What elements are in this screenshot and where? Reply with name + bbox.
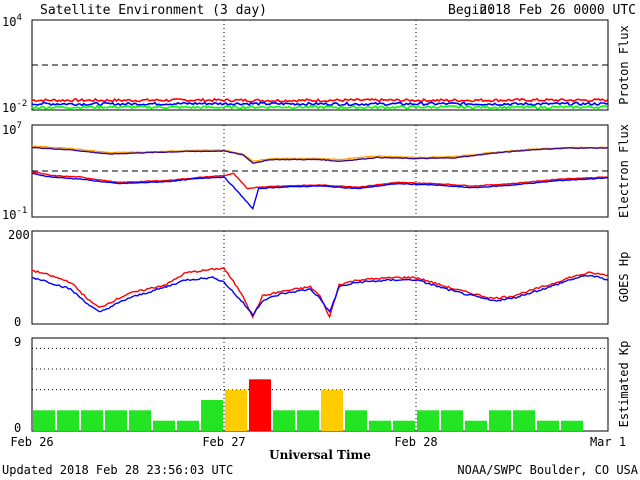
kp-bar: [57, 410, 79, 431]
kp-ymax-label: 9: [14, 335, 21, 349]
credit-text: NOAA/SWPC Boulder, CO USA: [457, 463, 638, 477]
electron-ymin-label: 10-1: [2, 206, 27, 222]
kp-bar: [297, 410, 319, 431]
kp-ylabel: Estimated Kp: [617, 341, 631, 428]
kp-bar: [105, 410, 127, 431]
kp-bar: [561, 420, 583, 431]
proton-series-green: [31, 104, 609, 110]
kp-bar: [33, 410, 55, 431]
proton-ylabel: Proton Flux: [617, 25, 631, 104]
proton-series-red: [31, 97, 609, 103]
x-tick-feb27: Feb 27: [202, 435, 245, 449]
x-tick-feb26: Feb 26: [10, 435, 53, 449]
kp-bar: [345, 410, 367, 431]
goes_hp-series-blue: [31, 274, 609, 317]
proton-ymin-label: 10-2: [2, 99, 27, 115]
kp-bar: [81, 410, 103, 431]
electron-series-purple: [31, 146, 609, 164]
goes-hp-plot: [31, 231, 609, 324]
kp-bar: [177, 420, 199, 431]
hp-ymin-label: 0: [14, 315, 21, 329]
electron-ylabel: Electron Flux: [617, 124, 631, 218]
kp-bar: [249, 379, 271, 431]
begin-value: 2018 Feb 26 0000 UTC: [479, 3, 636, 18]
kp-bar: [129, 410, 151, 431]
kp-bar: [321, 389, 343, 431]
goes_hp-series-red: [32, 267, 609, 319]
proton-flux-plot: [31, 20, 609, 110]
kp-bar: [489, 410, 511, 431]
kp-ymin-label: 0: [14, 421, 21, 435]
x-axis-label: Universal Time: [269, 448, 371, 462]
kp-bar: [513, 410, 535, 431]
kp-bar: [441, 410, 463, 431]
kp-panel-frame: [31, 337, 609, 432]
electron-series-blue: [31, 172, 609, 210]
kp-bar: [201, 400, 223, 431]
kp-bar: [465, 420, 487, 431]
kp-bar: [537, 420, 559, 431]
x-tick-feb28: Feb 28: [394, 435, 437, 449]
proton-panel-frame: [31, 19, 609, 111]
hp-ylabel: GOES Hp: [617, 252, 631, 303]
electron-flux-plot: [31, 125, 609, 217]
updated-timestamp: Updated 2018 Feb 28 23:56:03 UTC: [2, 463, 233, 477]
kp-bar: [369, 420, 391, 431]
proton-ymax-label: 104: [2, 13, 22, 29]
hp-panel-frame: [31, 230, 609, 325]
electron-panel-frame: [31, 124, 609, 218]
x-tick-mar1: Mar 1: [590, 435, 626, 449]
electron-ymax-label: 107: [2, 121, 22, 137]
kp-bar: [273, 410, 295, 431]
kp-bar-plot: [32, 338, 608, 431]
begin-label: Begin:: [448, 3, 495, 18]
proton-series-blue: [31, 101, 609, 107]
kp-bar: [393, 420, 415, 431]
kp-bar: [153, 420, 175, 431]
kp-bar: [417, 410, 439, 431]
hp-ymax-label: 200: [8, 228, 30, 242]
kp-bar: [225, 389, 247, 431]
electron-series-red: [31, 171, 608, 190]
chart-title: Satellite Environment (3 day): [40, 3, 267, 18]
